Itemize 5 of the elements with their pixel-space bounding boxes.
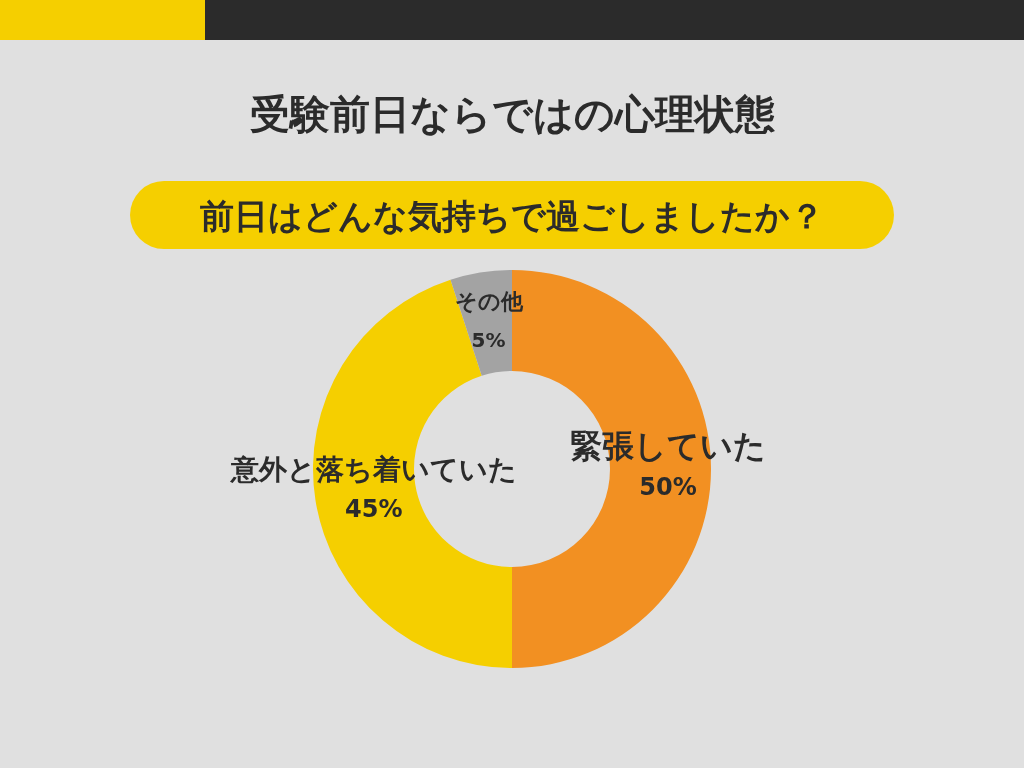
data-label: 45% [345, 494, 403, 523]
data-label: 5% [471, 327, 506, 352]
chart-subtitle: 前日はどんな気持ちで過ごしましたか？ [200, 196, 824, 236]
chart-title: 受験前日ならではの心理状態 [249, 91, 775, 137]
data-label: 50% [639, 473, 697, 501]
